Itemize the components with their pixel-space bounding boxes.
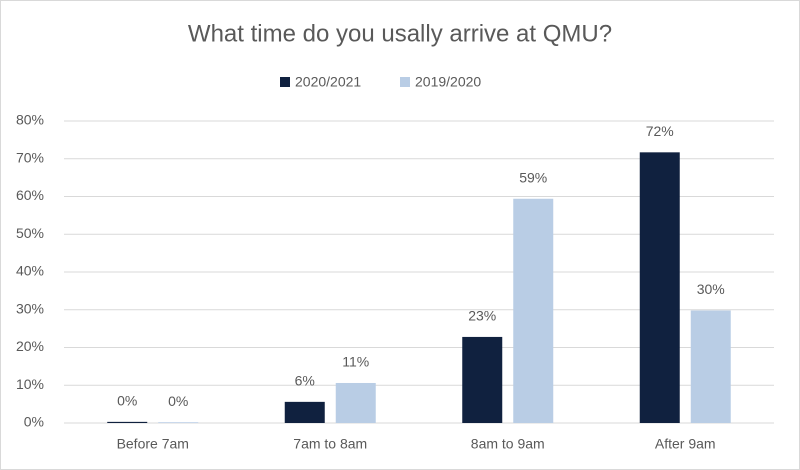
- y-tick-label: 10%: [16, 376, 44, 392]
- x-tick-label: Before 7am: [117, 436, 189, 452]
- value-label: 6%: [295, 373, 315, 389]
- bar: [284, 401, 325, 423]
- legend-swatch: [400, 77, 410, 87]
- value-label: 30%: [697, 281, 725, 297]
- y-tick-label: 30%: [16, 300, 44, 316]
- value-label: 11%: [342, 354, 369, 370]
- bar: [462, 336, 503, 423]
- bar: [690, 310, 731, 423]
- x-tick-label: After 9am: [655, 436, 716, 452]
- legend-swatch: [280, 77, 290, 87]
- value-label: 0%: [117, 393, 137, 409]
- bar: [158, 422, 199, 423]
- y-tick-label: 80%: [16, 112, 44, 128]
- x-tick-label: 8am to 9am: [471, 436, 545, 452]
- y-tick-label: 50%: [16, 225, 44, 241]
- legend-label: 2019/2020: [415, 74, 481, 90]
- bar: [639, 152, 680, 423]
- chart-title: What time do you usally arrive at QMU?: [188, 20, 612, 47]
- value-label: 0%: [168, 393, 188, 409]
- y-tick-label: 70%: [16, 149, 44, 165]
- y-tick-label: 20%: [16, 338, 44, 354]
- bar: [335, 382, 376, 423]
- bar: [107, 421, 148, 423]
- legend-label: 2020/2021: [295, 74, 361, 90]
- value-label: 59%: [519, 169, 547, 185]
- y-tick-label: 0%: [24, 414, 44, 430]
- value-label: 72%: [646, 123, 674, 139]
- value-label: 23%: [468, 308, 496, 324]
- bar: [513, 198, 554, 423]
- y-tick-label: 60%: [16, 187, 44, 203]
- y-tick-label: 40%: [16, 263, 44, 279]
- x-tick-label: 7am to 8am: [293, 436, 367, 452]
